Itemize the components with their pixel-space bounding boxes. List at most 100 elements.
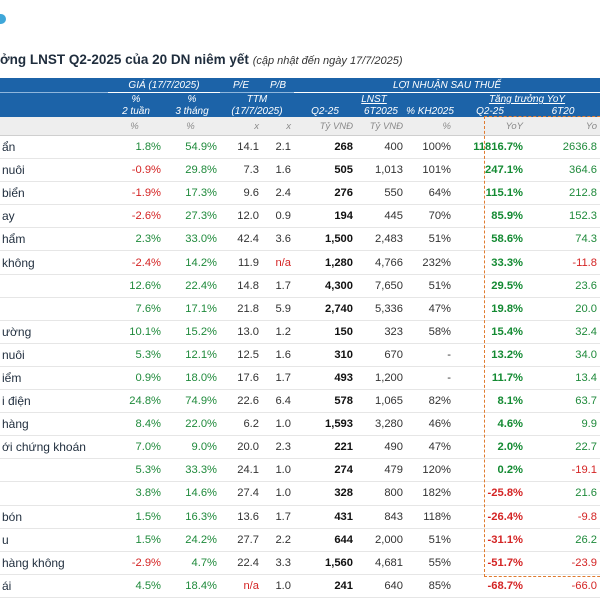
change-3-months: 17.1% <box>164 297 220 321</box>
growth-6t: -23.9 <box>526 551 600 575</box>
pb-ttm: 2.3 <box>262 435 294 460</box>
change-2-weeks: 5.3% <box>108 458 164 483</box>
pe-ttm: 7.3 <box>220 158 262 183</box>
lnst-6t: 843 <box>356 505 406 529</box>
table-row: i điện 24.8% 74.9% 22.6 6.4 578 1,065 82% 8.1% 63… <box>0 389 600 414</box>
growth-6t: 21.6 <box>526 481 600 506</box>
header-blank <box>0 106 108 117</box>
lnst-6t: 400 <box>356 135 406 160</box>
plan-pct: 182% <box>406 481 454 506</box>
lnst-q2: 1,593 <box>294 412 356 437</box>
company-name: ay <box>0 204 108 229</box>
table-row: hàng 8.4% 22.0% 6.2 1.0 1,593 3,280 46% 4.6% 9.9 <box>0 412 600 437</box>
change-2-weeks: -1.9% <box>108 181 164 206</box>
pe-ttm: 9.6 <box>220 181 262 206</box>
pe-ttm: 13.0 <box>220 320 262 344</box>
lnst-q2: 4,300 <box>294 274 356 298</box>
growth-q2: 247.1% <box>454 158 526 183</box>
unit-blank <box>0 117 108 136</box>
lnst-q2: 241 <box>294 574 356 598</box>
change-2-weeks: 4.5% <box>108 574 164 598</box>
change-3-months: 14.2% <box>164 250 220 275</box>
lnst-q2: 493 <box>294 366 356 391</box>
pb-ttm: 1.7 <box>262 505 294 529</box>
pb-ttm: 6.4 <box>262 389 294 414</box>
pe-ttm: 22.4 <box>220 551 262 575</box>
lnst-q2: 2,740 <box>294 297 356 321</box>
lnst-6t: 640 <box>356 574 406 598</box>
plan-pct: 47% <box>406 297 454 321</box>
growth-6t: 22.7 <box>526 435 600 460</box>
header-growth: Tăng trưởng YoY <box>454 92 600 106</box>
growth-q2: -25.8% <box>454 481 526 506</box>
plan-pct: 70% <box>406 204 454 229</box>
header-three-months: 3 tháng <box>164 106 220 117</box>
header-two-weeks: 2 tuần <box>108 106 164 117</box>
company-name: hàng không <box>0 551 108 575</box>
lnst-q2: 150 <box>294 320 356 344</box>
plan-pct: 101% <box>406 158 454 183</box>
growth-6t: 23.6 <box>526 274 600 298</box>
plan-pct: 58% <box>406 320 454 344</box>
title-text: ởng LNST Q2-2025 của 20 DN niêm yết <box>0 52 249 67</box>
change-2-weeks: -2.6% <box>108 204 164 229</box>
change-3-months: 16.3% <box>164 505 220 529</box>
header-pe: P/E <box>220 78 262 93</box>
growth-6t: -9.8 <box>526 505 600 529</box>
plan-pct: 232% <box>406 250 454 275</box>
header-kh: % KH2025 <box>406 106 454 117</box>
change-2-weeks: 1.5% <box>108 505 164 529</box>
growth-q2: -51.7% <box>454 551 526 575</box>
growth-q2: 11.7% <box>454 366 526 391</box>
table-row: ay -2.6% 27.3% 12.0 0.9 194 445 70% 85.9% 152.3 <box>0 204 600 229</box>
growth-6t: 63.7 <box>526 389 600 414</box>
header-q2: Q2-25 <box>294 106 356 117</box>
table-row: bón 1.5% 16.3% 13.6 1.7 431 843 118% -26.4% -9.8 <box>0 505 600 529</box>
pe-ttm: 42.4 <box>220 227 262 252</box>
profit-table: GIÁ (17/7/2025) P/E P/B LỢI NHUẬN SAU TH… <box>0 78 600 598</box>
growth-q2: 13.2% <box>454 343 526 367</box>
header-row-1: GIÁ (17/7/2025) P/E P/B LỢI NHUẬN SAU TH… <box>0 78 600 93</box>
table-row: ường 10.1% 15.2% 13.0 1.2 150 323 58% 15.4% 32.4 <box>0 320 600 344</box>
pe-ttm: 24.1 <box>220 458 262 483</box>
pb-ttm: 1.2 <box>262 320 294 344</box>
pb-ttm: 0.9 <box>262 204 294 229</box>
growth-q2: 11816.7% <box>454 135 526 160</box>
pe-ttm: 12.5 <box>220 343 262 367</box>
unit-pct-2: % <box>164 117 220 136</box>
company-name: không <box>0 250 108 275</box>
lnst-q2: 276 <box>294 181 356 206</box>
table-row: iểm 0.9% 18.0% 17.6 1.7 493 1,200-11.7% 13.4 <box>0 366 600 391</box>
growth-6t: 364.6 <box>526 158 600 183</box>
change-3-months: 29.8% <box>164 158 220 183</box>
plan-pct: 85% <box>406 574 454 598</box>
company-name: ường <box>0 320 108 344</box>
lnst-6t: 323 <box>356 320 406 344</box>
growth-q2: -68.7% <box>454 574 526 598</box>
change-2-weeks: -2.9% <box>108 551 164 575</box>
pe-ttm: 27.4 <box>220 481 262 506</box>
pb-ttm: n/a <box>262 250 294 275</box>
change-2-weeks: 24.8% <box>108 389 164 414</box>
unit-yoy-2: Yo <box>526 117 600 136</box>
table-row: u 1.5% 24.2% 27.7 2.2 644 2,000 51% -31.1% 26.2 <box>0 528 600 552</box>
header-6t-growth: 6T20 <box>526 106 600 117</box>
company-name: i điện <box>0 389 108 414</box>
growth-6t: -66.0 <box>526 574 600 598</box>
growth-q2: 115.1% <box>454 181 526 206</box>
pe-ttm: 6.2 <box>220 412 262 437</box>
change-3-months: 74.9% <box>164 389 220 414</box>
lnst-6t: 2,483 <box>356 227 406 252</box>
company-name: ái <box>0 574 108 598</box>
growth-6t: 152.3 <box>526 204 600 229</box>
growth-6t: 13.4 <box>526 366 600 391</box>
lnst-q2: 328 <box>294 481 356 506</box>
growth-q2: 4.6% <box>454 412 526 437</box>
pb-ttm: 2.1 <box>262 135 294 160</box>
lnst-6t: 670 <box>356 343 406 367</box>
lnst-q2: 644 <box>294 528 356 552</box>
unit-row: % % x x Tỷ VNĐ Tỷ VNĐ % YoY Yo <box>0 117 600 136</box>
company-name: u <box>0 528 108 552</box>
lnst-q2: 1,500 <box>294 227 356 252</box>
change-2-weeks: 12.6% <box>108 274 164 298</box>
